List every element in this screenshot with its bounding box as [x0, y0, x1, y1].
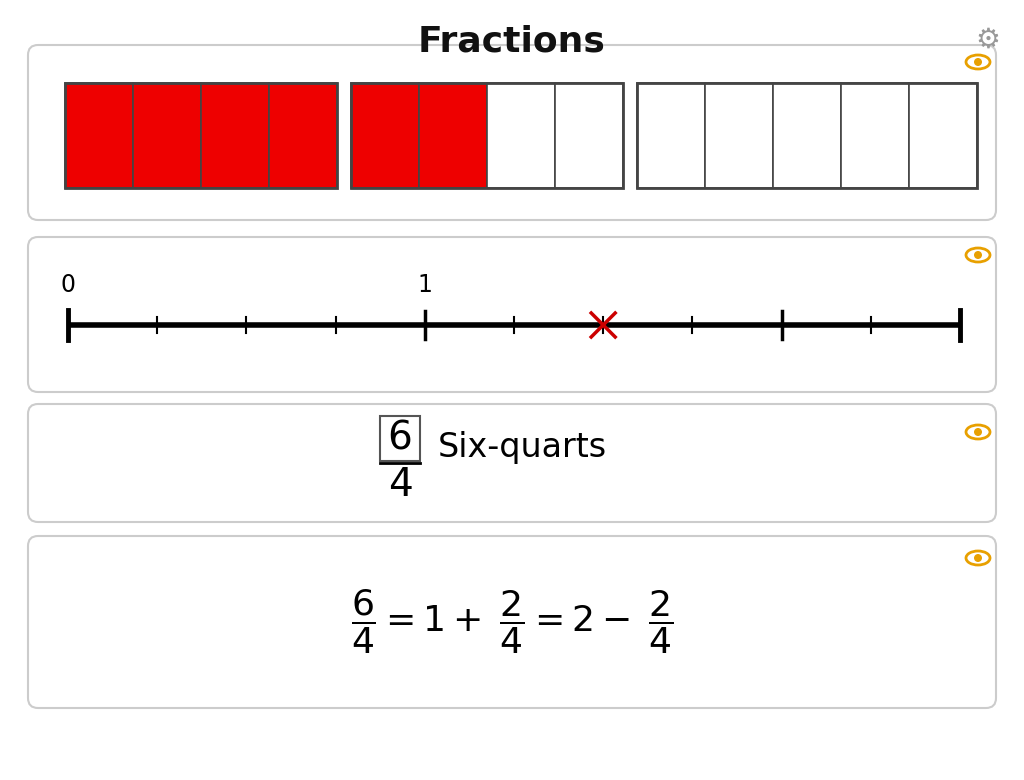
- Ellipse shape: [974, 554, 982, 562]
- Bar: [773, 83, 841, 188]
- Bar: [555, 83, 623, 188]
- Bar: [351, 83, 419, 188]
- Text: Fractions: Fractions: [418, 25, 606, 59]
- FancyBboxPatch shape: [28, 237, 996, 392]
- Text: ⚙: ⚙: [976, 26, 1000, 54]
- Bar: [909, 83, 977, 188]
- Text: 6: 6: [387, 420, 413, 458]
- Bar: [487, 83, 555, 188]
- FancyBboxPatch shape: [28, 536, 996, 708]
- Bar: [419, 83, 487, 188]
- Bar: [65, 83, 337, 188]
- FancyBboxPatch shape: [28, 45, 996, 220]
- Ellipse shape: [974, 58, 982, 66]
- Bar: [705, 83, 773, 188]
- Bar: [351, 83, 623, 188]
- Bar: [133, 83, 201, 188]
- Text: 4: 4: [388, 466, 413, 504]
- Ellipse shape: [974, 251, 982, 259]
- Text: 1: 1: [418, 273, 432, 297]
- Ellipse shape: [974, 428, 982, 436]
- Text: 0: 0: [60, 273, 76, 297]
- Text: $\dfrac{6}{4} = 1 + \; \dfrac{2}{4} = 2 - \; \dfrac{2}{4}$: $\dfrac{6}{4} = 1 + \; \dfrac{2}{4} = 2 …: [350, 588, 674, 656]
- FancyBboxPatch shape: [28, 404, 996, 522]
- Bar: [637, 83, 977, 188]
- Bar: [637, 83, 705, 188]
- Bar: [201, 83, 269, 188]
- Bar: [380, 416, 420, 461]
- Bar: [841, 83, 909, 188]
- Text: Six-quarts: Six-quarts: [438, 431, 607, 463]
- Bar: [269, 83, 337, 188]
- Bar: [65, 83, 133, 188]
